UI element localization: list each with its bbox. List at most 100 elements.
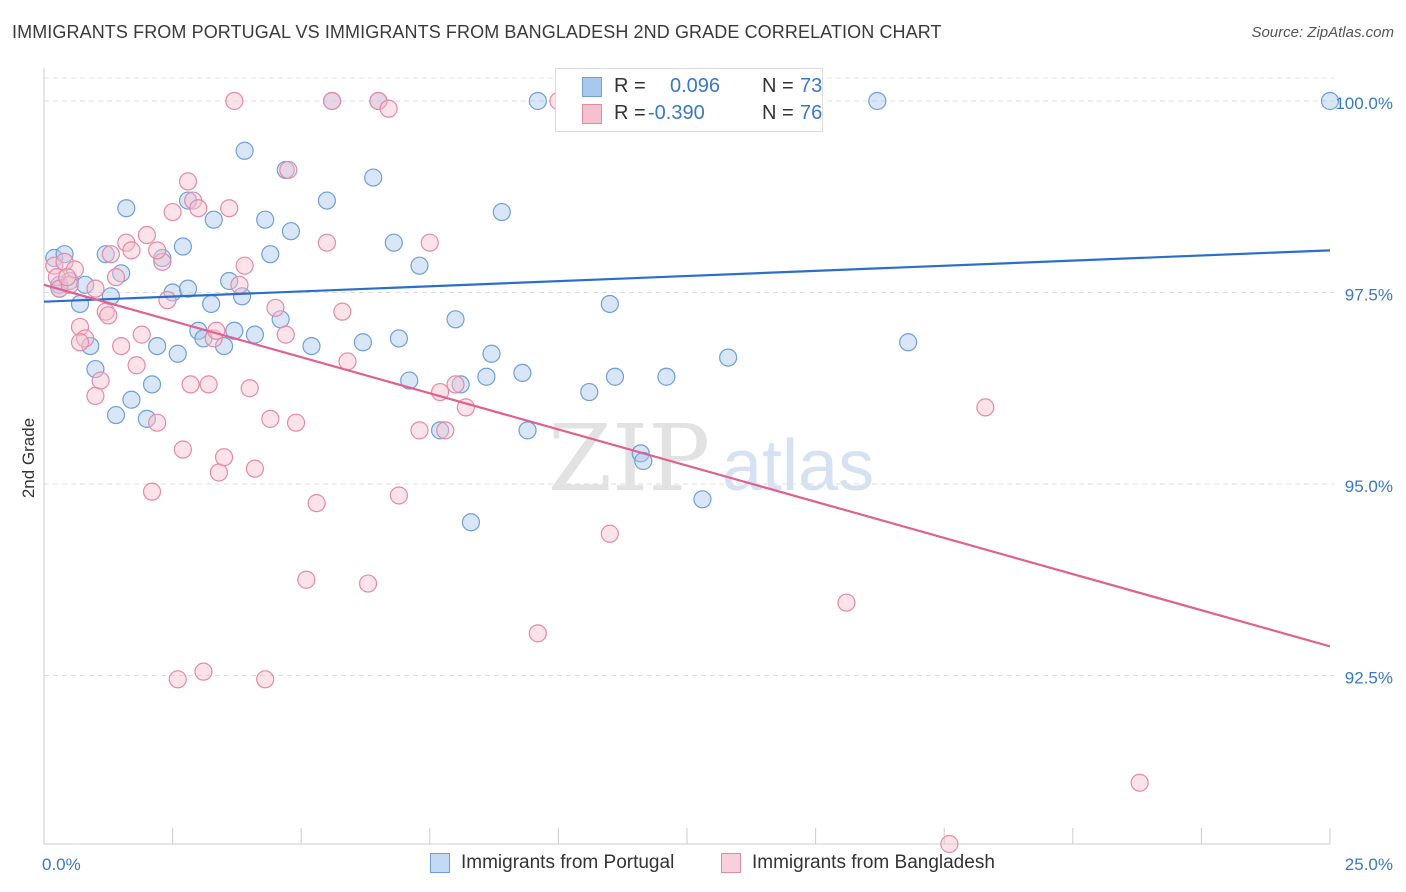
bangladesh-point	[132, 325, 151, 344]
bangladesh-point	[286, 413, 306, 432]
watermark-atlas: atlas	[722, 426, 874, 506]
portugal-point	[76, 275, 95, 294]
portugal-point	[400, 371, 419, 390]
bangladesh-point	[91, 371, 110, 390]
portugal-point	[70, 294, 90, 314]
portugal-point	[868, 91, 887, 111]
bangladesh-point	[173, 440, 192, 459]
portugal-point	[451, 375, 470, 394]
bangladesh-point	[256, 670, 275, 689]
bangladesh-point	[266, 298, 285, 317]
portugal-point	[302, 337, 321, 356]
portugal-point	[214, 337, 234, 356]
grid-layer	[44, 77, 1334, 676]
bangladesh-point	[420, 233, 439, 252]
bangladesh-point	[358, 574, 378, 593]
portugal-point	[605, 367, 625, 386]
bangladesh-point	[225, 91, 244, 111]
portugal-point	[178, 191, 198, 210]
bangladesh-point	[245, 459, 265, 478]
points-bangladesh	[45, 91, 1149, 854]
bangladesh-point	[240, 379, 259, 398]
n-value-bangladesh: 76	[800, 102, 823, 124]
bangladesh-point	[297, 570, 316, 589]
bangladesh-point	[70, 333, 90, 352]
portugal-point	[899, 333, 918, 352]
portugal-point	[261, 245, 280, 264]
stats-legend: R = 0.096 N = 73 R = -0.390 N = 76	[555, 68, 823, 132]
chart-title: IMMIGRANTS FROM PORTUGAL VS IMMIGRANTS F…	[12, 22, 942, 42]
x-tick-label: 25.0%	[1345, 855, 1393, 874]
portugal-point	[492, 202, 511, 222]
bangladesh-point	[55, 252, 74, 271]
bangladesh-point	[276, 325, 295, 344]
trend-lines	[43, 249, 1331, 648]
watermark-zip: ZIP	[548, 405, 710, 512]
portugal-point	[96, 245, 115, 264]
portugal-point	[235, 141, 254, 160]
bangladesh-point	[153, 252, 172, 271]
r-value-portugal: 0.096	[670, 75, 721, 97]
n-value-portugal: 73	[800, 75, 823, 97]
portugal-point	[202, 294, 221, 314]
bangladesh-point	[178, 172, 198, 191]
portugal-point	[657, 367, 676, 386]
portugal-point	[384, 233, 403, 252]
portugal-point	[55, 245, 74, 264]
portugal-point	[168, 344, 187, 363]
n-label: N =	[762, 75, 794, 97]
bangladesh-point	[1130, 773, 1149, 792]
portugal-point	[693, 490, 712, 509]
bangladesh-point	[940, 834, 959, 854]
bangladesh-point	[168, 670, 187, 689]
y-tick-label: 97.5%	[1345, 285, 1393, 304]
source-attribution: Source: ZipAtlas.com	[1251, 24, 1394, 41]
portugal-point	[719, 348, 738, 367]
bangladesh-swatch	[582, 104, 602, 124]
r-label: R =	[614, 75, 646, 97]
portugal-point	[45, 248, 64, 268]
bangladesh-point	[261, 409, 280, 428]
bangladesh-point	[379, 99, 398, 118]
bangladesh-point	[70, 317, 90, 337]
bangladesh-point	[86, 386, 105, 405]
portugal-point	[220, 271, 239, 291]
bangladesh-point	[220, 199, 239, 218]
bangladesh-point	[410, 421, 429, 440]
bangladesh-point	[127, 356, 146, 375]
bangladesh-legend-swatch	[721, 853, 741, 873]
bangladesh-point	[333, 302, 352, 321]
bangladesh-point	[307, 494, 326, 513]
portugal-point	[148, 337, 167, 356]
bangladesh-point	[163, 202, 182, 222]
portugal-point	[204, 210, 223, 229]
portugal-point	[137, 409, 156, 428]
y-axis-label: 2nd Grade	[19, 418, 38, 498]
portugal-point	[353, 333, 373, 352]
bangladesh-point	[194, 662, 213, 681]
portugal-point	[86, 359, 105, 379]
portugal-point	[232, 287, 252, 306]
bangladesh-point	[322, 91, 342, 111]
axis-layer	[43, 68, 1331, 845]
portugal-point	[1320, 91, 1340, 111]
y-tick-label: 92.5%	[1345, 668, 1393, 687]
portugal-point	[580, 382, 599, 402]
bangladesh-point	[112, 337, 131, 356]
y-tick-label: 95.0%	[1345, 477, 1393, 496]
bangladesh-point	[122, 241, 141, 260]
r-value-bangladesh: -0.390	[648, 102, 705, 124]
bangladesh-point	[137, 225, 156, 245]
bangladesh-point	[528, 624, 547, 643]
portugal-point	[482, 344, 501, 363]
bangladesh-point	[600, 524, 619, 543]
portugal-point	[446, 310, 465, 329]
portugal-point	[117, 199, 136, 218]
bangladesh-point	[436, 421, 455, 440]
n-label: N =	[762, 102, 794, 124]
portugal-point	[364, 168, 383, 187]
bangladesh-trend-line	[43, 283, 1331, 648]
bangladesh-legend-label: Immigrants from Bangladesh	[752, 852, 995, 873]
